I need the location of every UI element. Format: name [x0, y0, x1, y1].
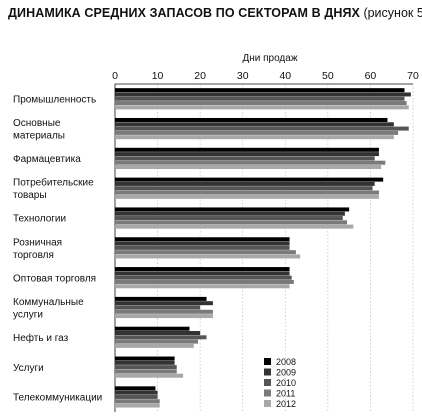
- x-tick-label: 10: [152, 70, 164, 82]
- category-label: Фармацевтика: [13, 154, 81, 165]
- bar: [115, 365, 177, 370]
- bar: [115, 275, 292, 280]
- category-label: товары: [13, 190, 47, 201]
- bar: [115, 301, 213, 306]
- bar: [115, 241, 290, 246]
- bar: [115, 284, 290, 289]
- category-label: Коммунальные: [13, 297, 84, 308]
- bar: [115, 152, 379, 157]
- bar: [115, 360, 175, 365]
- category-label: Нефть и газ: [13, 332, 69, 344]
- bar: [115, 147, 379, 152]
- legend-swatch: [264, 368, 271, 376]
- legend-label: 2012: [276, 399, 296, 409]
- bar: [115, 245, 290, 250]
- bar: [115, 369, 177, 374]
- bar: [115, 211, 345, 216]
- bar: [115, 326, 190, 331]
- bar: [115, 224, 354, 229]
- bar: [115, 190, 379, 195]
- bar: [115, 177, 384, 182]
- category-label: Розничная: [13, 237, 62, 248]
- x-tick-label: 30: [237, 70, 249, 82]
- bar: [115, 314, 213, 319]
- bar: [115, 135, 394, 140]
- x-axis-label: Дни продаж: [242, 53, 297, 64]
- category-label: Основные: [13, 118, 61, 129]
- x-tick-label: 50: [322, 70, 334, 82]
- bar: [115, 130, 399, 135]
- legend-swatch: [264, 400, 271, 407]
- bar: [115, 160, 386, 165]
- bar: [115, 92, 411, 97]
- bar: [115, 356, 175, 361]
- bar: [115, 394, 158, 399]
- legend-swatch: [264, 389, 271, 397]
- legend-label: 2009: [276, 368, 296, 378]
- chart-title-bold: ДИНАМИКА СРЕДНИХ ЗАПАСОВ ПО СЕКТОРАМ В Д…: [8, 6, 360, 20]
- category-label: Оптовая торговля: [13, 273, 96, 284]
- bar: [115, 305, 201, 310]
- legend-label: 2008: [276, 357, 296, 367]
- bar: [115, 186, 373, 191]
- x-tick-label: 70: [407, 70, 419, 82]
- bar: [115, 181, 375, 186]
- legend-label: 2011: [276, 389, 295, 399]
- category-label: Телекоммуникации: [13, 393, 102, 404]
- bar: [115, 403, 160, 408]
- category-label: материалы: [13, 130, 65, 141]
- bar: [115, 373, 184, 378]
- bar: [115, 216, 343, 221]
- bar: [115, 399, 160, 404]
- bar: [115, 207, 350, 212]
- bar: [115, 271, 290, 276]
- bar: [115, 105, 409, 110]
- bar: [115, 331, 201, 336]
- category-label: Услуги: [13, 363, 44, 374]
- bar: [115, 96, 405, 101]
- bar: [115, 220, 348, 225]
- bar: [115, 122, 394, 127]
- x-tick-label: 20: [194, 70, 206, 82]
- bar: [115, 343, 194, 348]
- x-tick-label: 60: [365, 70, 377, 82]
- category-label: Потребительские: [13, 177, 94, 189]
- legend-label: 2010: [276, 378, 296, 388]
- bar: [115, 309, 213, 314]
- legend-swatch: [264, 379, 271, 386]
- bar: [115, 126, 409, 131]
- bar: [115, 117, 388, 122]
- bar: [115, 254, 301, 259]
- bar: [115, 194, 379, 199]
- x-tick-label: 40: [279, 70, 291, 82]
- category-label: услуги: [13, 309, 43, 320]
- bar: [115, 101, 407, 106]
- chart-title: ДИНАМИКА СРЕДНИХ ЗАПАСОВ ПО СЕКТОРАМ В Д…: [8, 6, 422, 20]
- bar: [115, 339, 199, 344]
- bar: [115, 390, 158, 395]
- bar: [115, 88, 405, 93]
- bar: [115, 237, 290, 242]
- chart-title-suffix: (рисунок 5): [359, 6, 422, 20]
- bar: [115, 335, 207, 340]
- bar: [115, 164, 382, 169]
- category-label: Технологии: [13, 214, 66, 225]
- category-label: Промышленность: [13, 94, 96, 105]
- bar: [115, 279, 294, 284]
- x-tick-label: 0: [112, 70, 118, 82]
- bar: [115, 386, 156, 391]
- bar: [115, 156, 375, 161]
- bar: [115, 296, 207, 301]
- legend-swatch: [264, 358, 271, 365]
- bar: [115, 267, 290, 272]
- bar: [115, 250, 296, 255]
- category-label: торговля: [13, 250, 54, 261]
